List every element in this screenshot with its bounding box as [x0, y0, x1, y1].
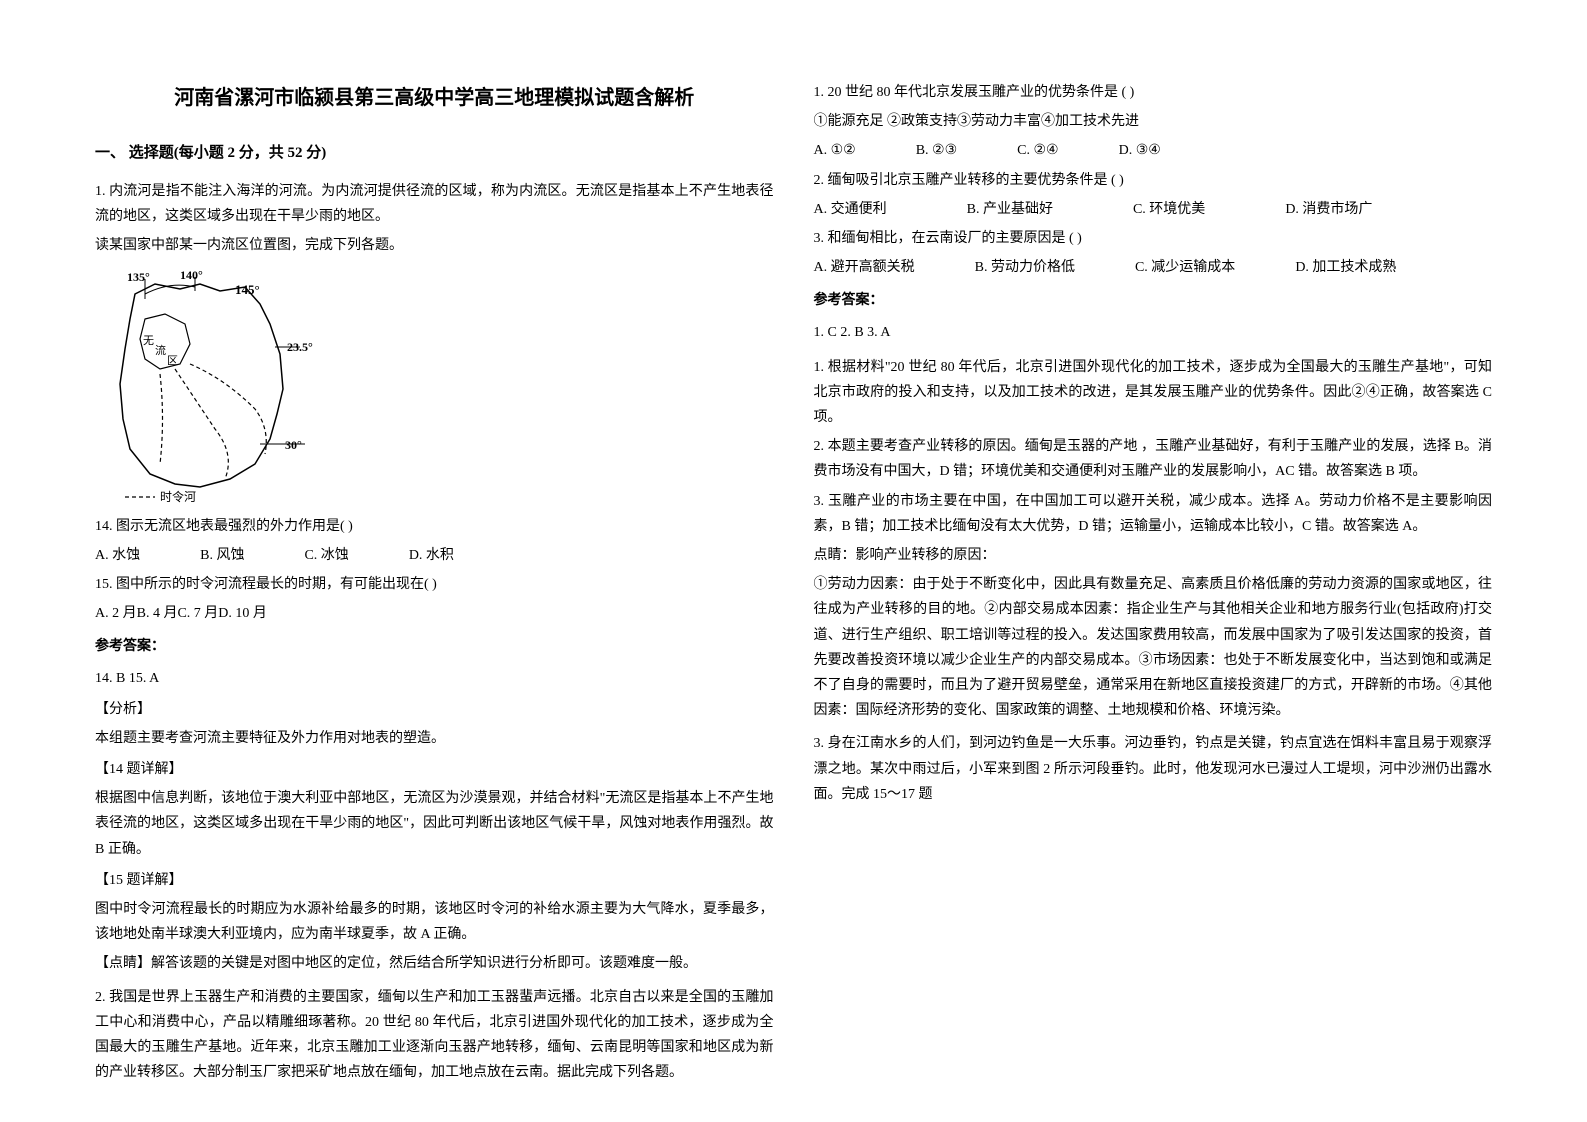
legend-river-label: 时令河: [160, 489, 196, 504]
q2-answer-label: 参考答案：: [814, 288, 1493, 313]
q2-sq3-options: A. 避开高额关税 B. 劳动力价格低 C. 减少运输成本 D. 加工技术成熟: [814, 255, 1493, 280]
q15-detail-text: 图中时令河流程最长的时期应为水源补给最多的时期，该地区时令河的补给水源主要为大气…: [95, 897, 774, 947]
q1-analysis-label: 【分析】: [95, 697, 774, 722]
document-title: 河南省漯河市临颍县第三高级中学高三地理模拟试题含解析: [95, 80, 774, 116]
q2-sq1: 1. 20 世纪 80 年代北京发展玉雕产业的优势条件是 ( ): [814, 80, 1493, 105]
question-2-intro-left: 2. 我国是世界上玉器生产和消费的主要国家，缅甸以生产和加工玉器蜚声远播。北京自…: [95, 985, 774, 1086]
q1-intro-1: 1. 内流河是指不能注入海洋的河流。为内流河提供径流的区域，称为内流区。无流区是…: [95, 179, 774, 229]
q2-point-label: 点睛：影响产业转移的原因：: [814, 543, 1493, 568]
label-noflow-1: 无: [143, 335, 154, 347]
q2-exp2: 2. 本题主要考查产业转移的原因。缅甸是玉器的产地 ，玉雕产业基础好，有利于玉雕…: [814, 434, 1493, 484]
q14-opt-a: A. 水蚀: [95, 543, 140, 568]
q14-text: 14. 图示无流区地表最强烈的外力作用是( ): [95, 514, 774, 539]
section-1-heading: 一、 选择题(每小题 2 分，共 52 分): [95, 140, 774, 167]
label-145: 145°: [235, 282, 260, 297]
q2-sq1-b: B. ②③: [916, 138, 957, 163]
q2-sq3-d: D. 加工技术成熟: [1295, 255, 1396, 280]
river-1: [175, 369, 228, 479]
q1-answer-line: 14. B 15. A: [95, 666, 774, 691]
q1-point: 【点睛】解答该题的关键是对图中地区的定位，然后结合所学知识进行分析即可。该题难度…: [95, 951, 774, 976]
q1-answer-label: 参考答案：: [95, 634, 774, 659]
q2-answer-line: 1. C 2. B 3. A: [814, 320, 1493, 345]
q2-sq2-b: B. 产业基础好: [967, 197, 1053, 222]
label-noflow-2: 流: [155, 343, 166, 357]
q14-options: A. 水蚀 B. 风蚀 C. 冰蚀 D. 水积: [95, 543, 774, 568]
q2-sq3-c: C. 减少运输成本: [1135, 255, 1235, 280]
q2-sq2: 2. 缅甸吸引北京玉雕产业转移的主要优势条件是 ( ): [814, 168, 1493, 193]
label-30: 30°: [285, 438, 302, 452]
label-235: 23.5°: [287, 340, 313, 354]
question-1-block: 1. 内流河是指不能注入海洋的河流。为内流河提供径流的区域，称为内流区。无流区是…: [95, 179, 774, 977]
label-140: 140°: [180, 269, 203, 282]
q2-sq2-d: D. 消费市场广: [1285, 197, 1372, 222]
q2-sq1-c: C. ②④: [1017, 138, 1058, 163]
q3-intro: 3. 身在江南水乡的人们，到河边钓鱼是一大乐事。河边垂钓，钓点是关键，钓点宜选在…: [814, 731, 1493, 807]
label-135: 135°: [127, 270, 150, 284]
q2-sq3-b: B. 劳动力价格低: [975, 255, 1075, 280]
q15-text: 15. 图中所示的时令河流程最长的时期，有可能出现在( ): [95, 572, 774, 597]
q2-exp3: 3. 玉雕产业的市场主要在中国，在中国加工可以避开关税，减少成本。选择 A。劳动…: [814, 489, 1493, 539]
q1-analysis-text: 本组题主要考查河流主要特征及外力作用对地表的塑造。: [95, 726, 774, 751]
q2-intro: 2. 我国是世界上玉器生产和消费的主要国家，缅甸以生产和加工玉器蜚声远播。北京自…: [95, 985, 774, 1086]
q2-sq2-c: C. 环境优美: [1133, 197, 1205, 222]
q2-sq1-a: A. ①②: [814, 138, 856, 163]
map-figure: 135° 140° 145° 23.5° 30° 无 流 区 时令河: [105, 269, 774, 504]
left-column: 河南省漯河市临颍县第三高级中学高三地理模拟试题含解析 一、 选择题(每小题 2 …: [95, 80, 774, 1042]
q2-exp1: 1. 根据材料"20 世纪 80 年代后，北京引进国外现代化的加工技术，逐步成为…: [814, 355, 1493, 431]
river-2: [190, 364, 266, 454]
river-3: [160, 374, 163, 464]
q1-intro-2: 读某国家中部某一内流区位置图，完成下列各题。: [95, 233, 774, 258]
question-3-block: 3. 身在江南水乡的人们，到河边钓鱼是一大乐事。河边垂钓，钓点是关键，钓点宜选在…: [814, 731, 1493, 807]
q15-detail-label: 【15 题详解】: [95, 868, 774, 893]
q14-opt-b: B. 风蚀: [200, 543, 244, 568]
q14-opt-d: D. 水积: [409, 543, 454, 568]
q14-detail-label: 【14 题详解】: [95, 757, 774, 782]
label-noflow-3: 区: [167, 355, 178, 367]
q2-sq2-a: A. 交通便利: [814, 197, 887, 222]
q2-sq1-options: A. ①② B. ②③ C. ②④ D. ③④: [814, 138, 1493, 163]
q2-sq2-options: A. 交通便利 B. 产业基础好 C. 环境优美 D. 消费市场广: [814, 197, 1493, 222]
region-outline: [120, 284, 283, 487]
q2-sq1-line: ①能源充足 ②政策支持③劳动力丰富④加工技术先进: [814, 109, 1493, 134]
q2-sq3: 3. 和缅甸相比，在云南设厂的主要原因是 ( ): [814, 226, 1493, 251]
q2-sq3-a: A. 避开高额关税: [814, 255, 915, 280]
q15-options: A. 2 月B. 4 月C. 7 月D. 10 月: [95, 601, 774, 626]
right-column: 1. 20 世纪 80 年代北京发展玉雕产业的优势条件是 ( ) ①能源充足 ②…: [814, 80, 1493, 1042]
q2-sq1-d: D. ③④: [1119, 138, 1161, 163]
q14-opt-c: C. 冰蚀: [304, 543, 348, 568]
question-2-block: 1. 20 世纪 80 年代北京发展玉雕产业的优势条件是 ( ) ①能源充足 ②…: [814, 80, 1493, 723]
q2-point-text: ①劳动力因素：由于处于不断变化中，因此具有数量充足、高素质且价格低廉的劳动力资源…: [814, 572, 1493, 723]
q14-detail-text: 根据图中信息判断，该地位于澳大利亚中部地区，无流区为沙漠景观，并结合材料"无流区…: [95, 786, 774, 862]
